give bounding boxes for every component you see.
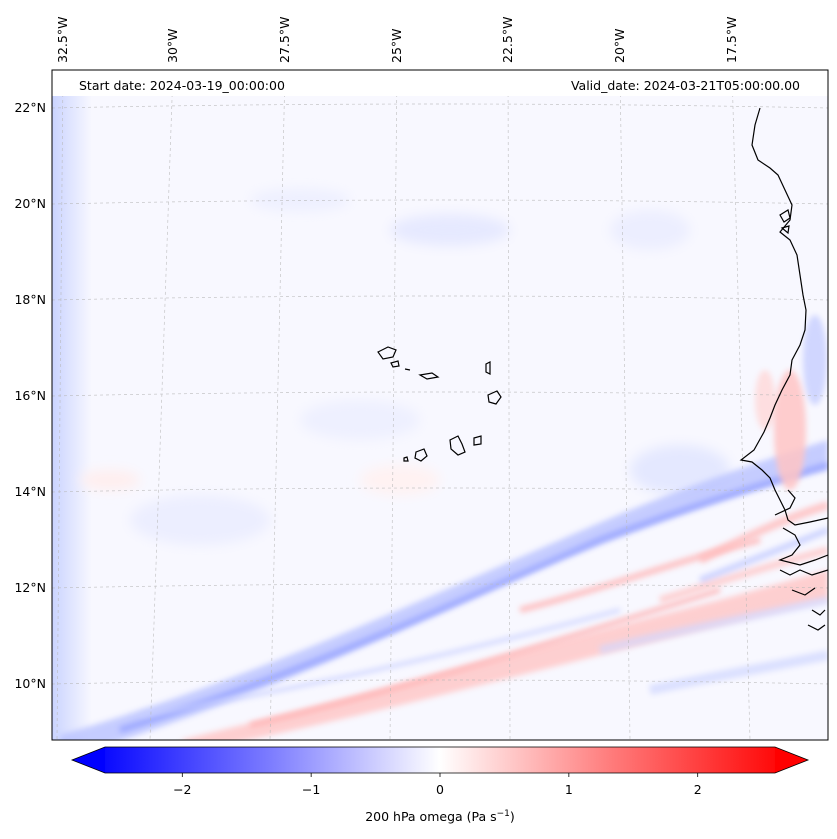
lon-label-32-5w: 32.5°W	[55, 17, 70, 63]
west-africa-coastline	[739, 107, 828, 631]
colorbar: −2 −1 0 1 2 200 hPa omega (Pa s−1)	[70, 746, 810, 824]
lon-label-17-5w: 17.5°W	[724, 17, 739, 63]
colorbar-tick-label: 1	[565, 782, 573, 797]
lat-label-18n: 18°N	[14, 292, 46, 307]
lat-label-14n: 14°N	[14, 484, 46, 499]
colorbar-extend-min	[72, 747, 105, 773]
lat-label-16n: 16°N	[14, 388, 46, 403]
lat-label-22n: 22°N	[14, 100, 46, 115]
lat-label-10n: 10°N	[14, 676, 46, 691]
longitude-labels: 32.5°W 30°W 27.5°W 25°W 22.5°W 20°W 17.5…	[55, 17, 739, 63]
colorbar-tick-label: 2	[694, 782, 702, 797]
lon-label-25w: 25°W	[389, 28, 404, 63]
colorbar-ticks: −2 −1 0 1 2	[173, 773, 702, 797]
colorbar-label: 200 hPa omega (Pa s−1)	[365, 809, 515, 824]
lon-label-30w: 30°W	[165, 28, 180, 63]
colorbar-outline	[70, 746, 810, 774]
latitude-labels: 22°N 20°N 18°N 16°N 14°N 12°N 10°N	[14, 100, 46, 691]
lat-label-12n: 12°N	[14, 580, 46, 595]
colorbar-label-close: )	[510, 809, 515, 824]
colorbar-tick-label: −1	[302, 782, 320, 797]
cape-verde-islands	[377, 346, 502, 462]
start-date-label: Start date: 2024-03-19_00:00:00	[79, 78, 285, 93]
colorbar-label-main: 200 hPa omega (Pa s	[365, 809, 496, 824]
omega-field	[52, 70, 828, 740]
lon-label-27-5w: 27.5°W	[277, 17, 292, 63]
lat-label-20n: 20°N	[14, 196, 46, 211]
valid-date-label: Valid_date: 2024-03-21T05:00:00.00	[571, 78, 800, 93]
colorbar-gradient	[105, 747, 775, 773]
colorbar-tick-label: −2	[173, 782, 191, 797]
lon-label-20w: 20°W	[612, 28, 627, 63]
map-frame	[51, 69, 829, 741]
header-band	[52, 70, 828, 96]
colorbar-extend-max	[775, 747, 808, 773]
colorbar-tick-label: 0	[436, 782, 444, 797]
lon-label-22-5w: 22.5°W	[500, 17, 515, 63]
colorbar-label-exponent: −1	[497, 809, 510, 819]
